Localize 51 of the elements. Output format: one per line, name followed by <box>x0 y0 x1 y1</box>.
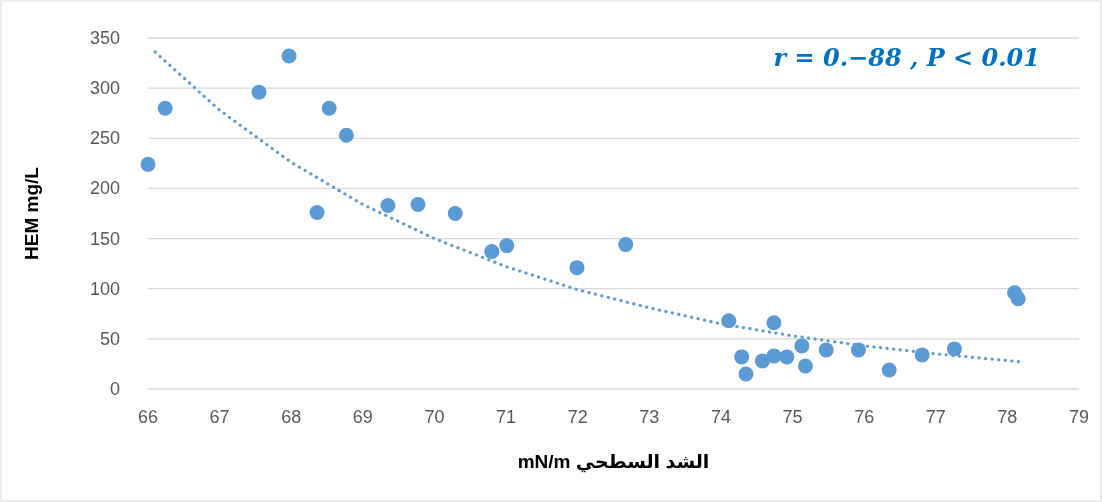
point <box>499 238 515 254</box>
x-tick-label: 66 <box>137 407 159 427</box>
y-tick-label: 100 <box>89 278 120 299</box>
point <box>797 358 813 374</box>
x-tick-label: 76 <box>854 407 875 427</box>
x-tick-label: 74 <box>710 407 731 427</box>
x-tick-label: 71 <box>496 407 517 427</box>
point <box>766 348 782 364</box>
point <box>157 100 173 116</box>
point <box>251 84 267 100</box>
x-tick-label: 75 <box>782 407 803 427</box>
point <box>734 349 750 365</box>
y-tick-label: 300 <box>89 78 120 99</box>
point <box>569 260 585 276</box>
point <box>140 156 156 172</box>
point <box>779 349 795 365</box>
point <box>447 206 463 221</box>
point <box>281 48 297 64</box>
x-tick-label: 79 <box>1068 407 1090 427</box>
x-tick-label: 72 <box>567 407 588 427</box>
y-axis-title: HEM mg/L <box>21 166 42 260</box>
point <box>1010 291 1026 307</box>
x-tick-label: 70 <box>424 407 445 427</box>
point <box>818 342 834 358</box>
x-tick-label: 78 <box>997 407 1018 427</box>
point <box>881 362 897 378</box>
y-tick-label: 200 <box>89 178 120 199</box>
point <box>484 244 500 260</box>
point <box>618 237 634 253</box>
point <box>321 100 337 116</box>
y-tick-label: 50 <box>99 328 120 349</box>
point <box>946 341 962 357</box>
y-tick-label: 250 <box>89 128 120 149</box>
point <box>766 315 782 331</box>
point <box>338 127 354 143</box>
point <box>309 205 325 220</box>
y-tick-label: 350 <box>89 28 120 48</box>
x-tick-label: 67 <box>209 407 230 427</box>
x-tick-label: 77 <box>925 407 946 427</box>
point <box>738 366 754 382</box>
y-tick-label: 150 <box>89 228 120 249</box>
x-tick-label: 68 <box>281 407 302 427</box>
x-axis-title: الشد السطحي mN/m <box>517 451 710 473</box>
point <box>380 197 396 213</box>
point <box>410 196 426 212</box>
x-tick-label: 69 <box>352 407 373 427</box>
point <box>754 353 770 369</box>
y-tick-label: 0 <box>109 379 120 399</box>
x-tick-label: 73 <box>639 407 660 427</box>
annotation: r = 0.−88 , P < 0.01 <box>773 43 1040 72</box>
point <box>794 338 810 354</box>
